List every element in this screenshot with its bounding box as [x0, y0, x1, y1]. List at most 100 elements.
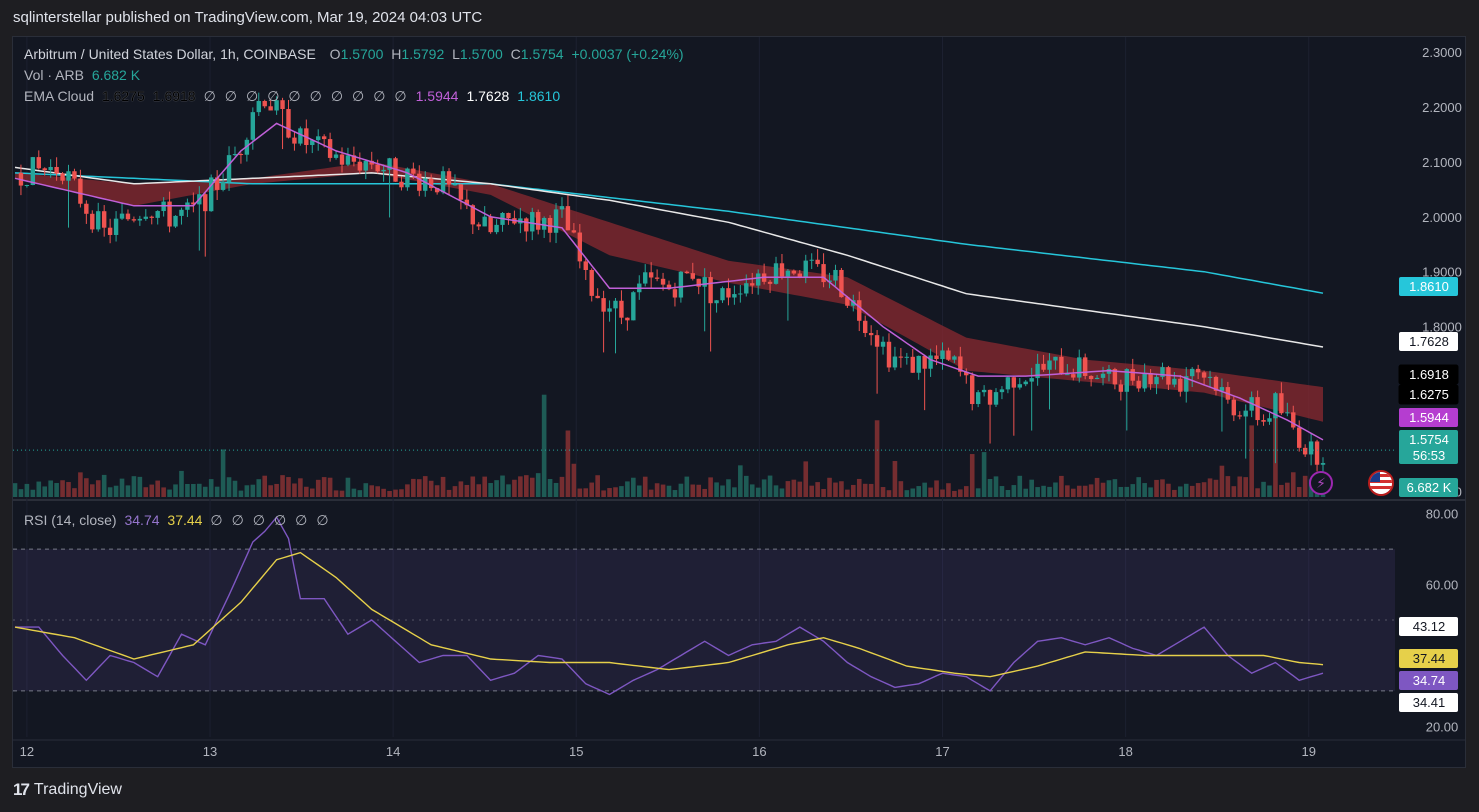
candle-body [1201, 372, 1207, 378]
candle-body [886, 341, 892, 368]
candle-body [78, 178, 83, 204]
rsi-empty-value: ∅ [316, 512, 329, 528]
candle-body [292, 137, 297, 144]
candle-body [399, 181, 404, 188]
volume-bar [732, 487, 737, 497]
volume-value: 6.682 K [91, 67, 141, 83]
volume-bar [268, 485, 273, 497]
volume-bar [369, 485, 375, 497]
volume-bar [565, 430, 571, 497]
ema-cloud-value: ∅ [373, 88, 386, 104]
candle-body [1190, 368, 1195, 377]
rsi-value: 34.74 [124, 512, 160, 528]
chart-frame[interactable]: 12 13 14 15 16 17 18 19 2.3000 2.2000 2.1000 2.0000… [12, 36, 1466, 768]
volume-bar [1189, 485, 1195, 497]
volume-bar [553, 482, 559, 497]
candle-body [167, 201, 172, 227]
volume-bar [1279, 484, 1284, 497]
candle-body [821, 264, 826, 283]
price-badge [1399, 277, 1458, 296]
candle-body [1100, 373, 1106, 378]
volume-bar [1029, 479, 1034, 497]
rsi-badge [1399, 617, 1458, 636]
volume-bar [910, 488, 916, 497]
candle-body [506, 212, 511, 219]
candle-body [672, 289, 678, 298]
candle-body [696, 278, 701, 287]
volume-bar [1302, 475, 1308, 497]
volume-legend[interactable]: Vol · ARB 6.682 K [24, 67, 144, 83]
volume-bar [684, 476, 690, 497]
volume-bar [952, 490, 957, 497]
volume-bar [797, 481, 803, 497]
candle-body [708, 277, 713, 304]
volume-bar [304, 486, 309, 497]
candle-body [113, 218, 119, 235]
ema-cloud-value: ∅ [224, 88, 237, 104]
volume-bar [464, 484, 470, 497]
volume-bar [345, 477, 351, 497]
volume-bar [1011, 485, 1017, 497]
volume-bar [868, 483, 874, 497]
volume-bar [482, 476, 487, 497]
x-tick-label: 16 [752, 744, 766, 759]
candle-body [577, 232, 583, 262]
volume-bar [36, 481, 42, 497]
volume-bar [660, 484, 666, 497]
candle-body [619, 300, 624, 318]
candle-body [1023, 381, 1028, 385]
volume-bar [458, 481, 464, 497]
candle-body [54, 166, 59, 174]
candle-body [797, 273, 802, 278]
volume-bar [1213, 479, 1219, 497]
countdown-label: 56:53 [1413, 448, 1446, 463]
ema-cloud-value: ∅ [288, 88, 301, 104]
volume-bar [975, 488, 981, 497]
candle-body [868, 333, 874, 336]
candle-body [381, 169, 386, 172]
rsi-empty-value: ∅ [252, 512, 265, 528]
candle-body [1082, 357, 1088, 376]
candle-body [274, 100, 279, 111]
lightning-icon[interactable]: ⚡ [1309, 471, 1333, 495]
volume-bar [137, 476, 143, 497]
candle-body [30, 157, 36, 186]
candle-body [1094, 377, 1100, 380]
candle-body [1207, 376, 1213, 378]
tradingview-footer[interactable]: 17 TradingView [13, 780, 122, 800]
candle-body [773, 263, 779, 284]
chart-canvas[interactable]: 12 13 14 15 16 17 18 19 2.3000 2.2000 2.1000 2.0000… [13, 37, 1465, 767]
volume-bar [256, 479, 262, 497]
symbol-title[interactable]: Arbitrum / United States Dollar, 1h, COI… [24, 46, 316, 62]
volume-bar [743, 475, 749, 497]
rsi-y-tick-label: 20.00 [1426, 719, 1459, 734]
rsi-empty-value: ∅ [273, 512, 287, 528]
candle-body [910, 356, 915, 373]
us-flag-icon[interactable] [1368, 470, 1394, 496]
candle-body [1071, 374, 1076, 378]
candle-body [595, 295, 600, 299]
candle-body [571, 230, 577, 233]
symbol-legend[interactable]: Arbitrum / United States Dollar, 1h, COI… [24, 46, 688, 62]
volume-bar [1166, 483, 1171, 497]
volume-bar [292, 483, 297, 497]
volume-bar [1285, 482, 1290, 497]
price-badge [1399, 430, 1458, 464]
candle-body [298, 128, 303, 144]
candle-body [1130, 369, 1135, 381]
volume-bar [286, 477, 291, 497]
volume-bar [309, 488, 315, 497]
candle-body [250, 112, 256, 140]
ema-fast-line [14, 122, 1324, 441]
candle-body [90, 213, 95, 230]
rsi-legend[interactable]: RSI (14, close) 34.74 37.44 ∅ ∅ ∅ ∅ ∅ ∅ [24, 512, 338, 529]
volume-bar [434, 485, 440, 497]
volume-bar [84, 478, 89, 497]
ema-cloud-legend[interactable]: EMA Cloud 1.6275 1.6918 ∅ ∅ ∅ ∅ ∅ ∅ ∅ ∅ ∅ ∅ 1.5944 1.… [24, 88, 568, 105]
candle-body [482, 216, 487, 227]
volume-bar [1172, 489, 1177, 497]
candle-body [458, 184, 464, 200]
candle-body [494, 224, 499, 233]
candle-body [464, 199, 470, 206]
volume-bar [1136, 477, 1141, 497]
